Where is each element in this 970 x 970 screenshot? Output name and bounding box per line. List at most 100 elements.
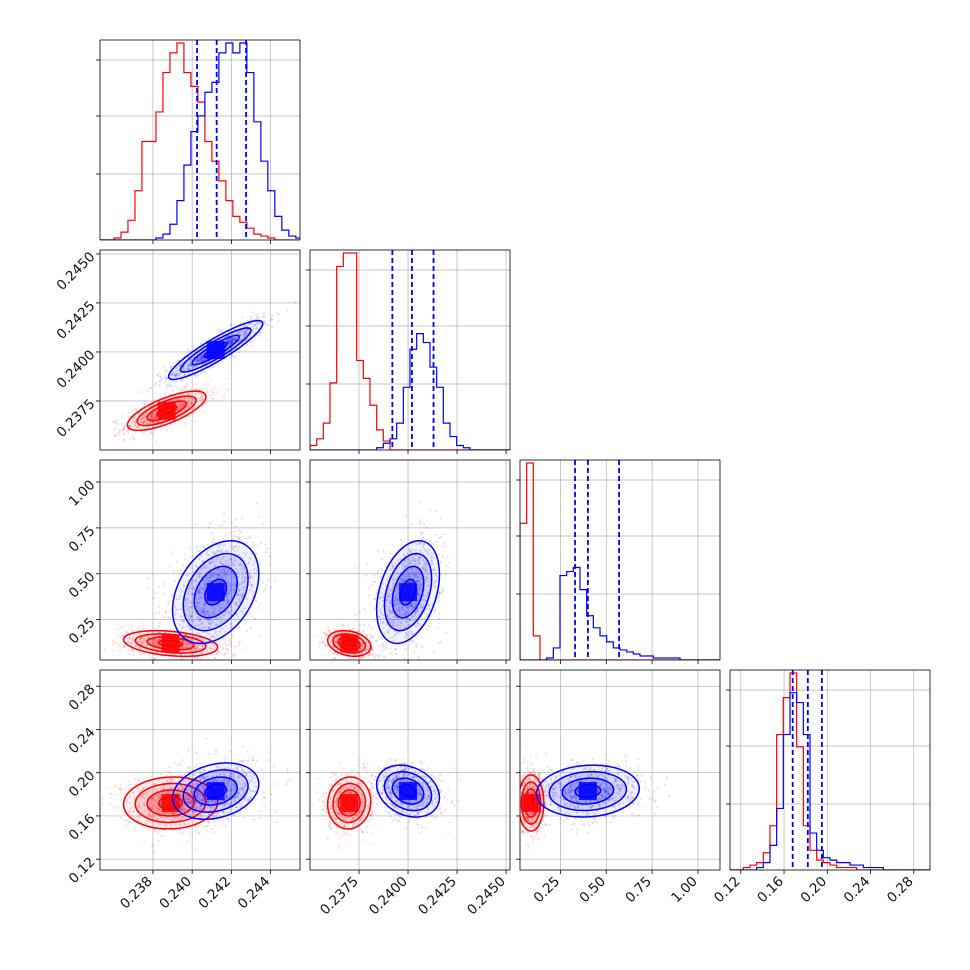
scatter-point [243, 325, 246, 328]
scatter-point [207, 658, 210, 660]
scatter-point [228, 570, 231, 573]
scatter-point [196, 591, 199, 594]
scatter-point [444, 573, 447, 576]
scatter-point [229, 322, 232, 325]
scatter-point [147, 587, 150, 590]
scatter-point [367, 654, 370, 658]
scatter-point [405, 610, 408, 613]
scatter-point [392, 578, 395, 581]
scatter-point [200, 357, 203, 360]
y-tick-label: 0.2425 [54, 298, 99, 343]
scatter-point [156, 643, 159, 646]
scatter-point [230, 341, 233, 344]
scatter-point [246, 337, 250, 340]
scatter-point [139, 637, 142, 640]
scatter-point [335, 637, 338, 640]
scatter-point [146, 412, 149, 415]
scatter-point [182, 564, 185, 567]
scatter-point [220, 557, 224, 560]
scatter-point [416, 593, 420, 596]
scatter-point [154, 383, 157, 387]
scatter-point [208, 561, 211, 564]
scatter-point [424, 594, 427, 597]
scatter-point [165, 611, 168, 615]
scatter-point [332, 646, 335, 649]
scatter-point [134, 415, 137, 418]
scatter-point [190, 638, 193, 642]
scatter-point [366, 647, 369, 651]
scatter-point [234, 545, 237, 548]
y-tick-label: 0.25 [66, 615, 99, 648]
scatter-point [385, 623, 388, 626]
scatter-point [381, 604, 384, 607]
scatter-point [276, 312, 279, 315]
scatter-point [190, 648, 193, 651]
scatter-point [229, 340, 232, 343]
scatter-point [195, 358, 199, 362]
scatter-point [197, 356, 200, 359]
scatter-point [380, 636, 383, 639]
scatter-point [438, 622, 441, 625]
scatter-point [376, 639, 379, 642]
scatter-point [367, 642, 370, 645]
scatter-point [207, 581, 211, 584]
scatter-point [350, 628, 353, 631]
scatter-point [419, 522, 422, 525]
scatter-point [180, 397, 183, 400]
scatter-point [418, 521, 421, 524]
scatter-point [237, 589, 240, 593]
scatter-point [245, 333, 248, 336]
scatter-point [434, 509, 438, 512]
scatter-point [372, 635, 375, 638]
scatter-point [371, 649, 374, 652]
scatter-point [147, 421, 150, 425]
scatter-point [422, 598, 425, 602]
scatter-point [208, 573, 211, 576]
scatter-point [213, 563, 217, 567]
scatter-point [265, 584, 268, 587]
scatter-point [188, 393, 192, 396]
scatter-point [231, 583, 234, 587]
scatter-point [437, 617, 440, 621]
scatter-point [198, 618, 201, 621]
scatter-point [231, 340, 234, 343]
scatter-point [204, 611, 207, 615]
scatter-point [324, 632, 327, 636]
scatter-point [195, 584, 198, 588]
scatter-point [392, 582, 395, 586]
scatter-point [247, 322, 250, 326]
scatter-point [248, 571, 251, 574]
scatter-point [200, 395, 203, 398]
scatter-point [249, 569, 252, 572]
scatter-point [163, 593, 166, 596]
scatter-point [177, 374, 180, 377]
scatter-point [432, 568, 436, 571]
scatter-point [387, 593, 390, 596]
scatter-point [231, 626, 234, 629]
scatter-point [178, 405, 182, 409]
scatter-point [438, 600, 441, 603]
scatter-point [410, 561, 413, 564]
scatter-point [223, 574, 226, 577]
scatter-point [205, 576, 208, 579]
scatter-point [333, 633, 337, 636]
scatter-point [142, 416, 146, 419]
scatter-point [232, 560, 235, 563]
scatter-point [162, 582, 166, 586]
scatter-point [190, 397, 193, 400]
scatter-point [352, 653, 356, 656]
scatter-point [238, 641, 241, 644]
scatter-point [191, 370, 194, 373]
scatter-point [181, 378, 185, 381]
scatter-point [212, 644, 215, 647]
scatter-point [394, 594, 398, 598]
scatter-point [170, 423, 173, 426]
scatter-point [229, 605, 232, 608]
scatter-point [187, 404, 190, 407]
scatter-point [172, 373, 175, 376]
scatter-point [156, 421, 159, 424]
scatter-point [180, 657, 184, 660]
scatter-point [195, 365, 198, 368]
scatter-point [234, 525, 237, 528]
scatter-point [205, 610, 208, 613]
